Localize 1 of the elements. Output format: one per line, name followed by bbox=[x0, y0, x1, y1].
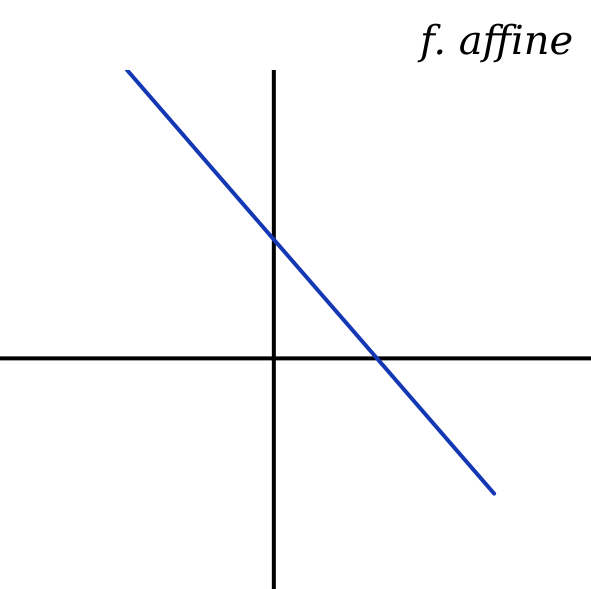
chart-title: f. affine bbox=[420, 18, 574, 64]
